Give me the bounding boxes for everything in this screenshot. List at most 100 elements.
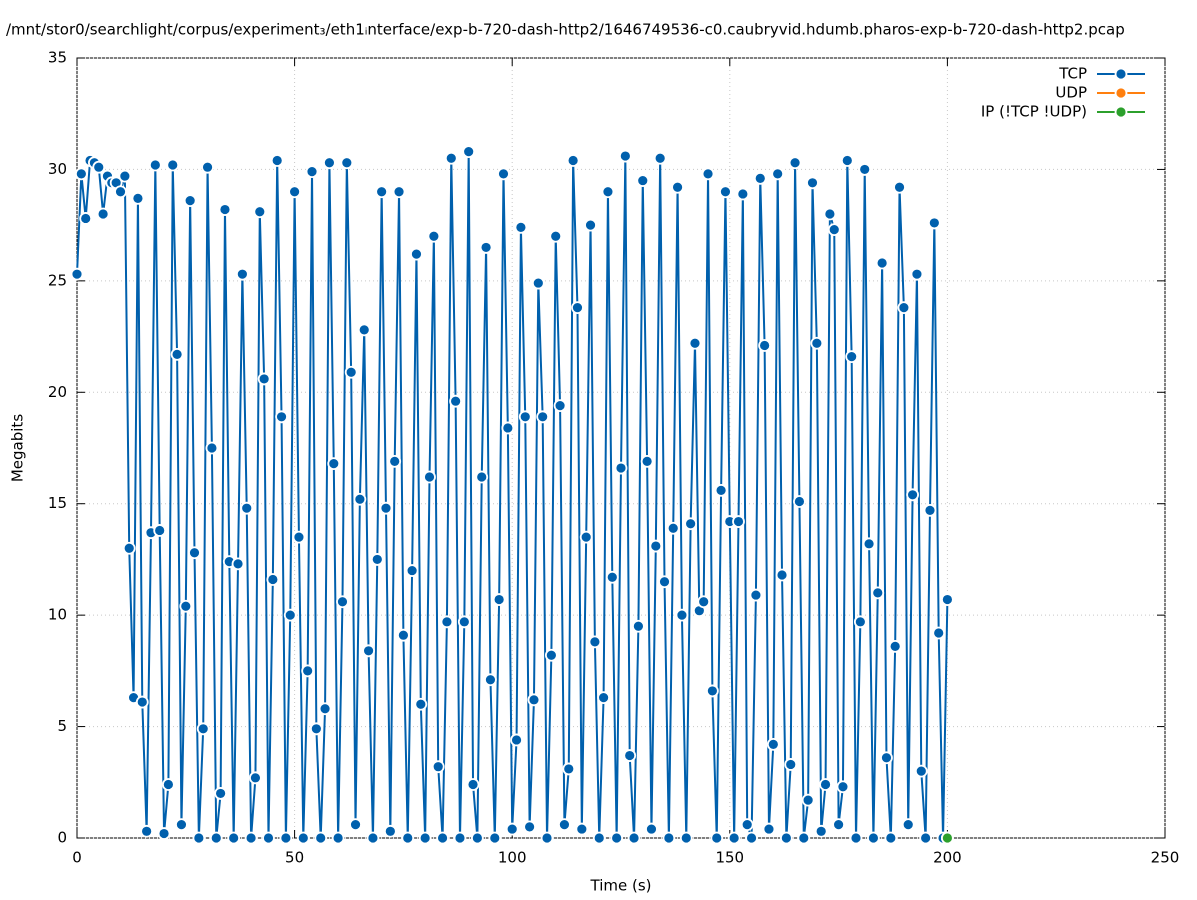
data-point — [79, 212, 93, 225]
data-point — [745, 831, 758, 845]
y-tick-label: 10 — [48, 606, 67, 624]
data-point — [188, 546, 201, 560]
data-point — [941, 593, 954, 606]
data-point — [623, 749, 637, 762]
data-point — [183, 194, 197, 208]
data-point — [592, 831, 606, 845]
data-point — [627, 831, 641, 845]
data-point — [793, 495, 806, 508]
data-point — [161, 778, 175, 791]
data-point — [688, 336, 702, 350]
data-point — [209, 831, 223, 845]
data-point — [558, 818, 571, 832]
data-point — [218, 203, 232, 216]
data-point — [618, 149, 632, 163]
x-tick-label: 100 — [498, 849, 527, 867]
data-point — [288, 185, 302, 199]
data-point — [658, 575, 671, 589]
y-tick-label: 35 — [48, 49, 67, 67]
data-point — [553, 399, 567, 413]
data-point — [501, 421, 515, 435]
data-point — [318, 702, 332, 716]
data-point — [662, 831, 676, 845]
data-point — [514, 220, 528, 234]
data-point — [340, 156, 354, 170]
data-point — [431, 760, 445, 774]
data-point — [531, 276, 545, 290]
data-point — [518, 410, 532, 424]
data-point — [170, 347, 184, 361]
data-point — [840, 154, 854, 167]
data-point — [740, 818, 754, 832]
data-point — [401, 831, 415, 845]
data-point — [649, 539, 663, 553]
data-point — [575, 822, 589, 836]
data-point — [453, 831, 467, 845]
data-point — [941, 831, 954, 845]
data-point — [240, 501, 254, 515]
data-point — [383, 824, 397, 838]
y-tick-label: 15 — [48, 494, 67, 512]
y-tick-label: 20 — [48, 383, 67, 401]
data-point — [414, 697, 428, 711]
data-point — [484, 673, 497, 687]
data-point — [466, 778, 480, 791]
data-point — [227, 831, 241, 845]
data-point — [906, 488, 919, 502]
data-point — [457, 615, 471, 629]
data-point — [336, 595, 349, 609]
data-point — [584, 218, 597, 232]
data-point — [714, 483, 728, 497]
data-point — [440, 615, 454, 629]
data-point — [157, 827, 171, 840]
data-point — [266, 573, 280, 586]
data-point — [549, 229, 563, 243]
data-point — [858, 163, 872, 176]
data-point — [679, 831, 693, 845]
data-point — [462, 145, 476, 159]
data-point — [470, 831, 484, 845]
data-point — [605, 570, 619, 584]
data-point — [766, 738, 780, 751]
chart-title: /mnt/stor0/searchlight/corpus/experiment… — [6, 21, 1125, 39]
data-point — [327, 457, 341, 471]
data-point — [436, 831, 449, 845]
data-point — [362, 644, 375, 658]
y-tick-label: 25 — [48, 271, 67, 289]
data-point — [845, 350, 859, 364]
data-point — [192, 831, 206, 845]
legend-marker — [1114, 86, 1128, 100]
data-point — [853, 615, 867, 629]
data-point — [645, 822, 658, 836]
data-point — [410, 247, 423, 261]
data-point — [614, 461, 628, 475]
data-point — [114, 185, 127, 199]
data-point — [379, 501, 393, 515]
data-point — [771, 167, 785, 181]
data-point — [118, 169, 132, 183]
legend-label: TCP — [1058, 65, 1087, 83]
data-point — [235, 267, 249, 281]
data-point — [349, 818, 362, 832]
data-point — [871, 586, 885, 600]
data-point — [814, 824, 828, 838]
data-point — [122, 541, 136, 555]
data-point — [867, 831, 880, 845]
data-point — [536, 410, 550, 424]
data-point — [283, 608, 297, 622]
y-tick-label: 0 — [57, 829, 67, 847]
data-point — [705, 684, 719, 698]
data-point — [640, 454, 654, 468]
data-point — [205, 441, 219, 455]
data-point — [375, 185, 389, 199]
data-point — [153, 524, 167, 537]
data-point — [697, 595, 711, 609]
data-point — [836, 780, 850, 794]
data-point — [527, 693, 541, 707]
data-point — [196, 722, 210, 736]
data-point — [296, 831, 310, 845]
data-point — [249, 771, 262, 785]
data-point — [610, 831, 624, 845]
data-point — [140, 824, 154, 838]
data-point — [893, 180, 906, 194]
